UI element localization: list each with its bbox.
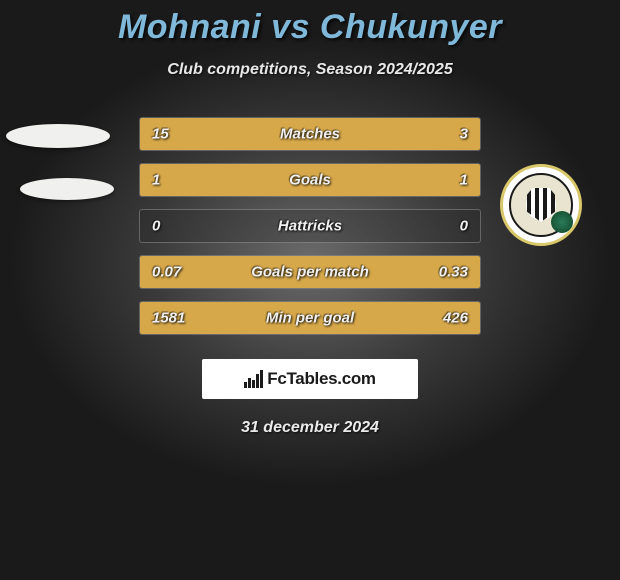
stat-label: Goals — [289, 172, 331, 189]
stat-value-right: 426 — [443, 310, 468, 327]
stat-row: 0 Hattricks 0 — [139, 209, 481, 243]
stat-value-left: 15 — [152, 126, 169, 143]
content-container: Mohnani vs Chukunyer Club competitions, … — [0, 0, 620, 437]
stat-bar-left — [140, 118, 402, 150]
stat-value-right: 0 — [460, 218, 468, 235]
stat-label: Goals per match — [251, 264, 369, 281]
stat-label: Matches — [280, 126, 340, 143]
stat-row: 1581 Min per goal 426 — [139, 301, 481, 335]
stat-label: Min per goal — [266, 310, 354, 327]
stat-value-left: 0 — [152, 218, 160, 235]
stat-row: 0.07 Goals per match 0.33 — [139, 255, 481, 289]
stat-row: 1 Goals 1 — [139, 163, 481, 197]
stat-bar-right — [402, 118, 480, 150]
comparison-title: Mohnani vs Chukunyer — [0, 8, 620, 47]
stat-value-right: 3 — [460, 126, 468, 143]
stat-label: Hattricks — [278, 218, 342, 235]
comparison-subtitle: Club competitions, Season 2024/2025 — [0, 61, 620, 79]
brand-chart-icon — [244, 370, 263, 388]
brand-text: FcTables.com — [267, 369, 376, 389]
stat-value-right: 1 — [460, 172, 468, 189]
stat-row: 15 Matches 3 — [139, 117, 481, 151]
stat-value-left: 0.07 — [152, 264, 181, 281]
stat-value-left: 1581 — [152, 310, 185, 327]
comparison-date: 31 december 2024 — [0, 419, 620, 437]
brand-watermark: FcTables.com — [202, 359, 418, 399]
stat-value-right: 0.33 — [439, 264, 468, 281]
stats-comparison: 15 Matches 3 1 Goals 1 0 Hattricks 0 0.07 Goals pe… — [0, 117, 620, 335]
stat-value-left: 1 — [152, 172, 160, 189]
stat-bar-right — [310, 164, 480, 196]
stat-bar-left — [140, 164, 310, 196]
